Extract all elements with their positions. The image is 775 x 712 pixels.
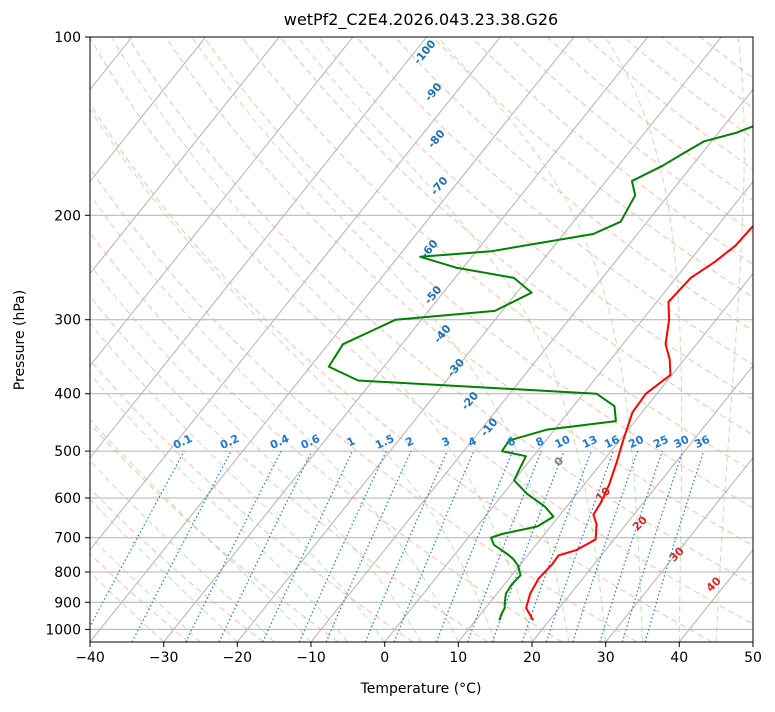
y-tick-label: 200 — [54, 208, 81, 224]
x-tick-label: 10 — [449, 650, 467, 666]
y-tick-label: 800 — [54, 565, 81, 581]
y-tick-label: 900 — [54, 595, 81, 611]
x-tick-label: 50 — [744, 650, 762, 666]
x-tick-label: −30 — [149, 650, 179, 666]
y-tick-label: 700 — [54, 531, 81, 547]
y-tick-label: 300 — [54, 313, 81, 329]
x-tick-label: 40 — [670, 650, 688, 666]
chart-title: wetPf2_C2E4.2026.043.23.38.G26 — [284, 10, 558, 30]
y-tick-label: 400 — [54, 387, 81, 403]
x-tick-label: 20 — [523, 650, 541, 666]
y-tick-label: 100 — [54, 30, 81, 46]
x-tick-label: 0 — [380, 650, 389, 666]
x-tick-label: −40 — [75, 650, 105, 666]
x-tick-label: −10 — [296, 650, 326, 666]
x-tick-label: 30 — [597, 650, 615, 666]
y-axis-label: Pressure (hPa) — [12, 290, 28, 390]
x-tick-label: −20 — [223, 650, 253, 666]
y-tick-label: 1000 — [45, 622, 81, 638]
x-axis-label: Temperature (°C) — [360, 681, 482, 697]
y-tick-label: 500 — [54, 444, 81, 460]
y-tick-label: 600 — [54, 491, 81, 507]
